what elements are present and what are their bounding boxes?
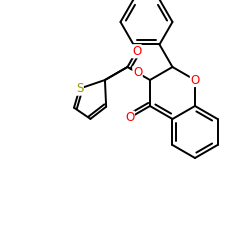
Text: S: S: [76, 82, 83, 95]
Text: O: O: [133, 66, 142, 79]
Text: O: O: [132, 45, 141, 58]
Text: O: O: [190, 74, 200, 86]
Text: O: O: [125, 111, 134, 124]
